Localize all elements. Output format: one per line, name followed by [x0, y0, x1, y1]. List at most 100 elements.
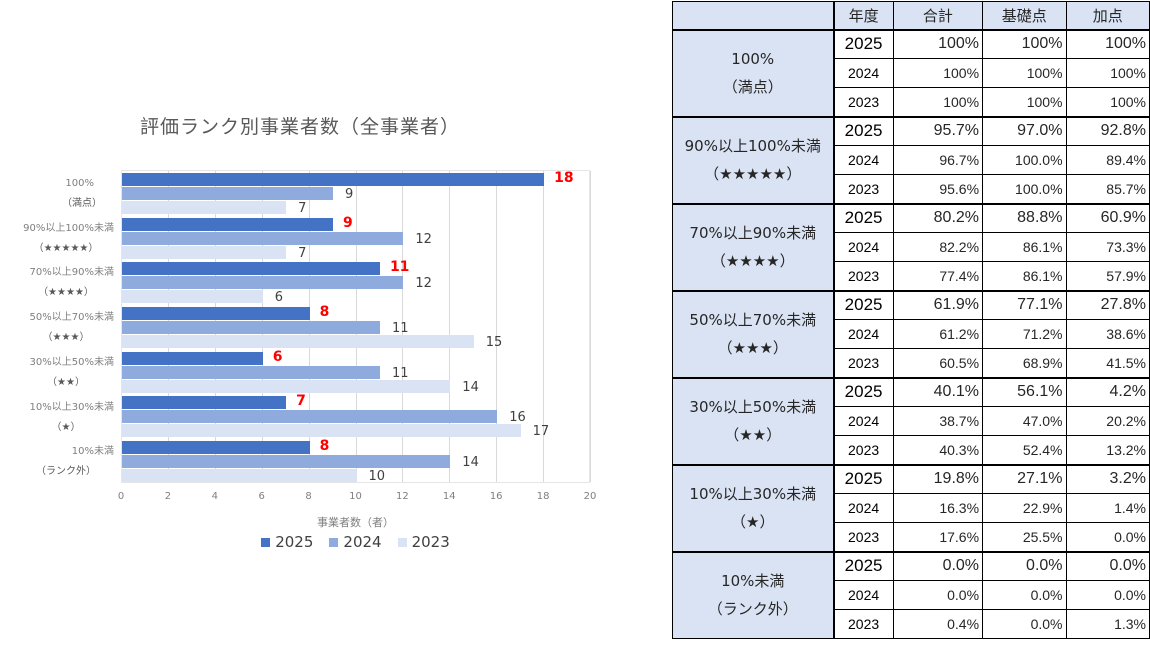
year-cell: 2023: [833, 261, 894, 291]
table-row: 2024 38.7% 47.0% 20.2%: [673, 406, 1150, 436]
total-rate-cell: 77.4%: [892, 261, 984, 291]
bar-2024[interactable]: [122, 276, 404, 290]
x-tick-label: 12: [396, 491, 409, 502]
table-row: 2024 61.2% 71.2% 38.6%: [673, 319, 1150, 349]
rank-group-label: 70%以上90%未満 （★★★★）: [672, 202, 835, 291]
table-row: 2023 0.4% 0.0% 1.3%: [673, 609, 1150, 639]
bar-2025[interactable]: [122, 307, 310, 320]
bar-2023[interactable]: [122, 290, 263, 304]
add-rate-cell: 100%: [1065, 28, 1150, 59]
table-row: 100% （満点） 2025 100% 100% 100%: [672, 28, 1150, 117]
bar-2025[interactable]: [122, 217, 334, 231]
table-row: 2024 82.2% 86.1% 73.3%: [673, 232, 1150, 262]
category-label-range: 10%以上30%未満: [29, 401, 114, 413]
rank-rate-table: 年度 合計 基礎点 加点 100% （満点） 2025 100% 100% 100% 202…: [672, 1, 1150, 639]
legend-item-2023[interactable]: 2023: [397, 533, 450, 551]
total-rate-cell: 40.1%: [892, 376, 984, 407]
year-cell: 2025: [833, 202, 894, 233]
data-label: 7: [298, 245, 307, 261]
rank-stars-text: （★★★★）: [710, 252, 795, 270]
year-cell: 2023: [833, 609, 894, 639]
data-label: 18: [554, 169, 574, 186]
category-label-range: 30%以上50%未満: [29, 356, 114, 368]
legend-item-2025[interactable]: 2025: [261, 533, 313, 551]
category-label-rank: （ランク外）: [36, 466, 96, 478]
add-rate-cell: 3.2%: [1065, 463, 1150, 494]
rank-group-label: 10%未満 （ランク外）: [672, 550, 835, 639]
legend-item-2024[interactable]: 2024: [329, 533, 382, 551]
rank-bar-chart: 評価ランク別事業者数（全事業者） 18 9 7 9 12 7 11 12 6 8 11 15 6 11 14…: [0, 116, 596, 551]
add-rate-cell: 73.3%: [1065, 232, 1150, 262]
bar-2025[interactable]: [122, 441, 310, 455]
year-cell: 2024: [833, 58, 894, 88]
header-add: 加点: [1065, 1, 1150, 31]
add-rate-cell: 41.5%: [1065, 348, 1150, 378]
table-row: 90%以上100%未満 （★★★★★） 2025 95.7% 97.0% 92.8%: [672, 115, 1150, 204]
add-rate-cell: 27.8%: [1065, 289, 1150, 320]
base-rate-cell: 77.1%: [982, 289, 1067, 320]
base-rate-cell: 100%: [982, 58, 1067, 88]
legend-label: 2023: [411, 533, 450, 551]
bar-2024[interactable]: [122, 231, 404, 245]
year-cell: 2025: [833, 28, 894, 59]
bar-2025[interactable]: [122, 396, 287, 410]
base-rate-cell: 27.1%: [982, 463, 1067, 494]
bar-2025[interactable]: [122, 351, 263, 365]
table-row: 50%以上70%未満 （★★★） 2025 61.9% 77.1% 27.8%: [672, 289, 1150, 378]
data-label: 6: [272, 348, 283, 365]
rank-stars-text: （★★★★★）: [704, 165, 802, 183]
base-rate-cell: 100.0%: [982, 145, 1067, 175]
base-rate-cell: 25.5%: [982, 522, 1067, 552]
bar-2024[interactable]: [122, 186, 334, 200]
bar-2024[interactable]: [122, 410, 498, 424]
bar-2023[interactable]: [122, 200, 287, 214]
legend-swatch-icon: [329, 537, 339, 547]
bar-2024[interactable]: [122, 365, 380, 379]
year-cell: 2023: [833, 87, 894, 117]
rank-stars-text: （★★）: [724, 426, 782, 444]
table-row: 2023 100% 100% 100%: [673, 87, 1150, 117]
year-cell: 2023: [833, 174, 894, 204]
legend-label: 2024: [343, 533, 382, 551]
data-label: 16: [509, 410, 526, 426]
rank-stars-text: （★）: [731, 513, 775, 531]
base-rate-cell: 86.1%: [982, 261, 1067, 291]
bar-2024[interactable]: [122, 455, 451, 469]
gridline: [590, 171, 591, 482]
bar-2023[interactable]: [122, 379, 451, 393]
add-rate-cell: 92.8%: [1065, 115, 1150, 146]
category-label: 70%以上90%未満 （★★★★）: [0, 263, 114, 303]
table-row: 2024 16.3% 22.9% 1.4%: [673, 493, 1150, 523]
base-rate-cell: 100%: [982, 87, 1067, 117]
category-label: 100% （満点）: [0, 174, 114, 214]
table-row: 2023 60.5% 68.9% 41.5%: [673, 348, 1150, 378]
add-rate-cell: 57.9%: [1065, 261, 1150, 291]
bar-2025[interactable]: [122, 262, 380, 276]
add-rate-cell: 1.3%: [1065, 609, 1150, 639]
bar-2024[interactable]: [122, 321, 380, 334]
data-label: 10: [368, 469, 386, 485]
total-rate-cell: 0.4%: [892, 609, 984, 639]
x-tick-label: 10: [349, 491, 362, 502]
x-tick-label: 0: [117, 491, 125, 502]
bar-2023[interactable]: [122, 424, 521, 438]
total-rate-cell: 95.7%: [892, 115, 984, 146]
rank-range-text: 100%: [731, 50, 775, 68]
bar-2023[interactable]: [122, 469, 357, 483]
year-cell: 2024: [833, 232, 894, 262]
base-rate-cell: 97.0%: [982, 115, 1067, 146]
bar-2023[interactable]: [122, 245, 287, 259]
bar-2025[interactable]: [122, 172, 545, 186]
x-tick-label: 4: [211, 491, 218, 502]
base-rate-cell: 86.1%: [982, 232, 1067, 262]
category-label-range: 10%未満: [71, 446, 114, 458]
year-cell: 2023: [833, 348, 894, 378]
base-rate-cell: 0.0%: [982, 550, 1067, 581]
total-rate-cell: 40.3%: [892, 435, 984, 465]
base-rate-cell: 100.0%: [982, 174, 1067, 204]
category-label-rank: （★★★★★）: [33, 242, 99, 254]
bar-2023[interactable]: [122, 335, 474, 348]
plot-area: 18 9 7 9 12 7 11 12 6 8 11 15 6 11 14 7 16 17 8 14 10: [121, 169, 591, 485]
total-rate-cell: 100%: [892, 58, 984, 88]
base-rate-cell: 0.0%: [982, 580, 1067, 610]
